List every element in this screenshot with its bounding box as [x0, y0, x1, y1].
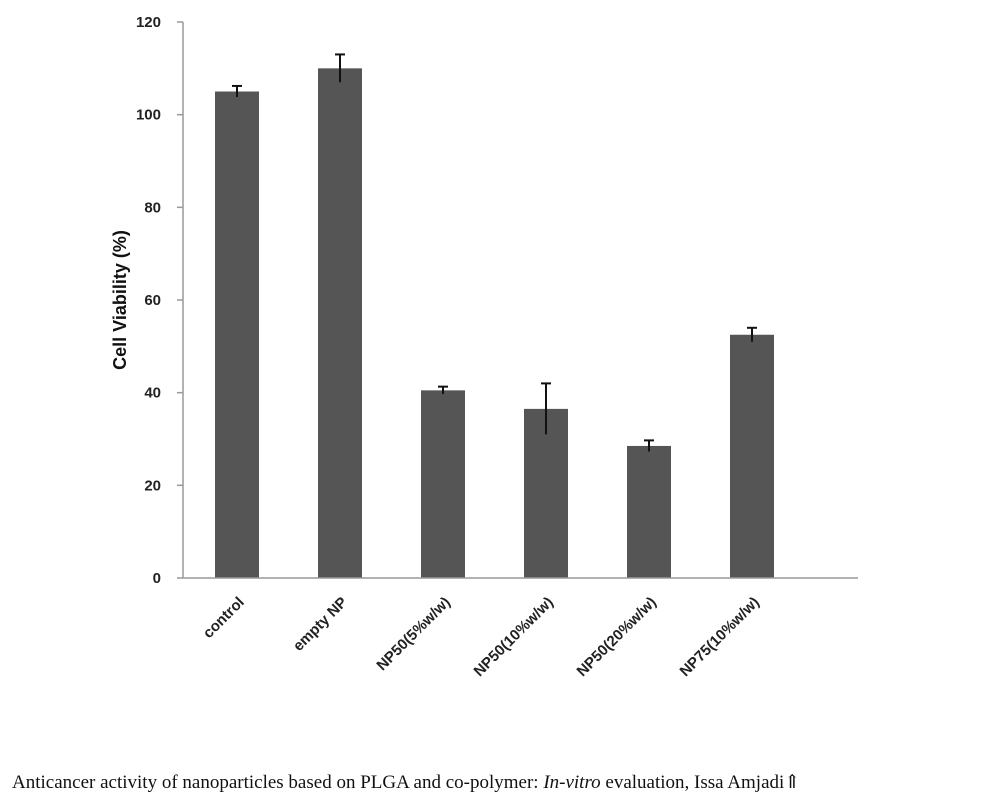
x-axis-tick-labels: control empty NP NP50(5%w/w) NP50(10%w/w) NP… — [200, 594, 763, 680]
x-tick-label: NP50(20%w/w) — [574, 594, 660, 680]
y-axis-ticks: 0 20 40 60 80 100 120 — [136, 14, 183, 587]
x-tick-label: empty NP — [290, 594, 351, 655]
y-axis-title: Cell Viability (%) — [110, 230, 130, 370]
bar — [421, 390, 465, 578]
error-bars — [232, 53, 757, 452]
bar — [627, 445, 671, 578]
x-tick-label: NP50(10%w/w) — [471, 594, 557, 680]
bar — [318, 68, 362, 578]
x-tick-label: NP50(5%w/w) — [373, 594, 453, 674]
bar — [524, 408, 568, 578]
y-tick-label: 20 — [144, 477, 161, 494]
figure-caption: Anticancer activity of nanoparticles bas… — [12, 771, 1000, 794]
x-tick-label: control — [200, 594, 248, 642]
caption-italic-text: In-vitro — [543, 772, 601, 793]
bars — [215, 68, 774, 578]
y-tick-label: 0 — [153, 570, 161, 587]
y-tick-label: 120 — [136, 14, 161, 31]
y-tick-label: 40 — [144, 385, 161, 402]
bar — [730, 334, 774, 578]
bar-chart: Cell Viability (%) 0 20 40 60 80 100 120 contr… — [110, 14, 858, 680]
y-tick-label: 80 — [144, 199, 161, 216]
y-tick-label: 60 — [144, 292, 161, 309]
caption-text-end: evaluation, Issa Amjadi⇑ — [600, 772, 801, 793]
y-tick-label: 100 — [136, 107, 161, 124]
caption-text-start: Anticancer activity of nanoparticles bas… — [12, 772, 544, 793]
bar — [215, 91, 259, 578]
x-tick-label: NP75(10%w/w) — [677, 594, 763, 680]
